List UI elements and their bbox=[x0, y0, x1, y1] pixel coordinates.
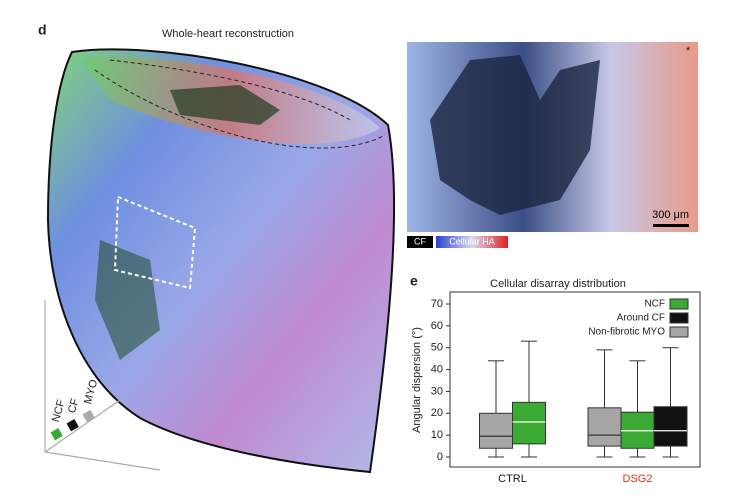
inset-marker: * bbox=[686, 45, 691, 57]
legend-swatch bbox=[669, 326, 689, 338]
legend-swatch bbox=[669, 298, 689, 310]
panel-label: e bbox=[410, 273, 418, 289]
y-tick-label: 40 bbox=[431, 363, 443, 375]
legend-label: Around CF bbox=[617, 313, 665, 324]
box bbox=[512, 401, 546, 445]
panel-title: Whole-heart reconstruction bbox=[162, 28, 294, 40]
fibrosis-patch bbox=[170, 85, 280, 125]
x-tick-label: DSG2 bbox=[623, 473, 653, 485]
scale-bar bbox=[653, 224, 689, 227]
legend-label: NCF bbox=[644, 299, 665, 310]
axis-frame bbox=[44, 300, 161, 471]
cf-label: CF bbox=[414, 236, 426, 246]
cf-swatch bbox=[407, 236, 433, 248]
y-tick-label: 30 bbox=[431, 385, 443, 397]
fibrosis-region bbox=[430, 55, 600, 215]
box bbox=[479, 412, 513, 449]
panel-label: d bbox=[38, 22, 47, 38]
legend-swatch bbox=[50, 428, 63, 441]
legend-label: Non-fibrotic MYO bbox=[588, 327, 665, 338]
legend-swatch bbox=[66, 419, 79, 432]
y-tick-label: 60 bbox=[431, 320, 443, 332]
box bbox=[653, 406, 688, 447]
legend-label: CF bbox=[66, 397, 81, 415]
box bbox=[587, 407, 622, 447]
ha-colorbar bbox=[436, 236, 508, 248]
y-tick-label: 10 bbox=[431, 429, 443, 441]
legend-label: NCF bbox=[50, 398, 68, 423]
x-tick-label: CTRL bbox=[498, 473, 527, 485]
zoom-box bbox=[113, 195, 197, 290]
ha-label: Cellular HA bbox=[449, 236, 495, 246]
dashed-outline bbox=[109, 59, 351, 121]
chart-title: Cellular disarray distribution bbox=[490, 278, 626, 290]
legend-swatch bbox=[669, 312, 689, 324]
heart-render bbox=[46, 48, 396, 474]
y-tick-label: 70 bbox=[431, 298, 443, 310]
legend-swatch bbox=[82, 410, 95, 423]
y-tick-label: 0 bbox=[437, 451, 443, 463]
scale-label: 300 μm bbox=[652, 209, 689, 221]
y-tick-label: 20 bbox=[431, 407, 443, 419]
plot-frame bbox=[449, 291, 701, 468]
y-axis-label: Angular dispersion (°) bbox=[411, 327, 423, 433]
fibrosis-patch bbox=[95, 240, 160, 360]
legend-label: MYO bbox=[82, 378, 100, 406]
y-tick-label: 50 bbox=[431, 342, 443, 354]
